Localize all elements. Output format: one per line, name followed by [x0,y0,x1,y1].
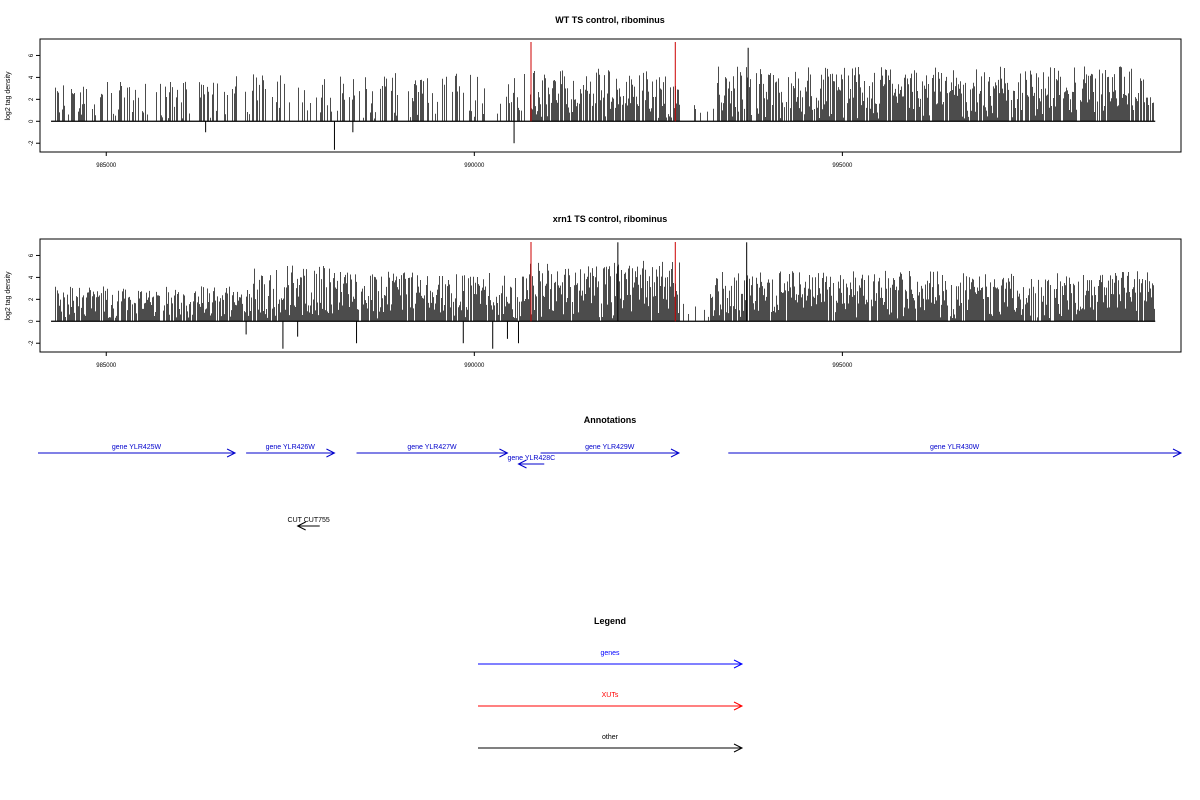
y-tick-label: -2 [29,140,35,146]
legend-label: genes [600,650,620,657]
y-tick-label: 6 [29,53,35,57]
axes-xrn1: 985000 990000 995000 -2 0 2 4 6 [29,253,853,369]
x-tick-label: 990000 [464,163,485,169]
y-tick-label: 6 [29,253,35,257]
annotation-feature-label: gene YLR427W [407,444,457,451]
annotation-feature-label: gene YLR430W [930,444,980,451]
y-tick-label: 2 [29,297,35,301]
legend-arrowhead [733,659,744,669]
legend-arrowhead [733,701,744,711]
bars-xrn1 [51,242,1156,349]
panel-title-wt: WT TS control, ribominus [555,15,665,25]
annotations-panel: Annotations gene YLR425W gene YLR426W gene… [38,415,1183,531]
panel-title-xrn1: xrn1 TS control, ribominus [553,214,668,224]
x-tick-label: 995000 [832,163,853,169]
panel-xrn1: xrn1 TS control, ribominus log2 tag dens… [5,214,1182,369]
annotation-arrowhead [226,448,237,458]
bars-wt [51,42,1156,150]
annotation-feature-label: gene YLR426W [266,444,316,451]
annotation-arrowhead [296,521,306,531]
x-tick-label: 985000 [96,163,117,169]
annotation-arrowhead [499,448,509,458]
x-tick-label: 985000 [96,363,117,369]
annotations-title: Annotations [584,415,637,425]
y-tick-label: 0 [29,119,35,123]
y-tick-label: 2 [29,97,35,101]
annotation-feature-label: gene YLR425W [112,444,162,451]
legend-arrowhead [733,743,744,753]
legend-label: XUTs [602,692,619,699]
x-tick-label: 995000 [832,363,853,369]
annotation-feature-label: CUT CUT755 [288,517,330,524]
plot-frame-wt [39,38,1182,153]
axes-wt: 985000 990000 995000 -2 0 2 4 6 [29,53,853,169]
y-axis-label-wt: log2 tag density [5,71,12,121]
annotation-features: gene YLR425W gene YLR426W gene YLR427W gene… [38,444,1183,531]
annotation-feature-label: gene YLR429W [585,444,635,451]
annotation-arrowhead [326,448,336,458]
legend-items: genes XUTs other [478,650,744,753]
annotation-arrowhead [670,448,681,458]
y-tick-label: -2 [29,340,35,346]
y-tick-label: 4 [29,75,35,79]
panel-wt: WT TS control, ribominus log2 tag densit… [5,15,1182,169]
y-tick-label: 4 [29,275,35,279]
annotation-arrowhead [517,459,527,469]
y-tick-label: 0 [29,319,35,323]
legend-title: Legend [594,616,626,626]
y-axis-label-xrn1: log2 tag density [5,271,12,321]
annotation-arrowhead [1172,448,1183,458]
x-tick-label: 990000 [464,363,485,369]
plot-frame-xrn1 [39,238,1182,353]
legend-label: other [602,734,619,741]
legend: Legend genes XUTs other [478,616,744,753]
annotation-feature-label: gene YLR428C [507,455,555,462]
